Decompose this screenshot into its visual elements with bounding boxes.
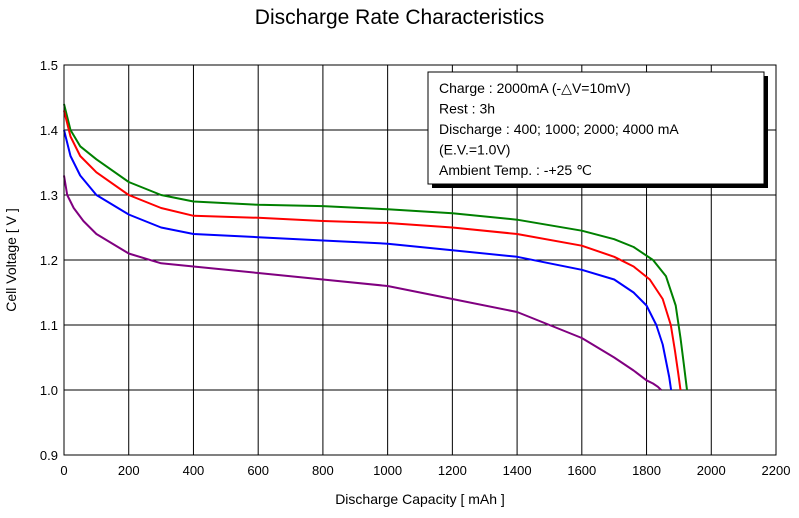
legend-box: Charge : 2000mA (-△V=10mV) Rest : 3h Disch…	[427, 71, 768, 188]
x-tick-label: 1000	[373, 463, 402, 478]
plot-border	[63, 64, 777, 456]
y-tick-label: 0.9	[40, 448, 58, 463]
x-tick-label: 2000	[697, 463, 726, 478]
y-tick-label: 1.5	[40, 58, 58, 73]
series-layer	[63, 103, 688, 391]
x-tick-label: 1600	[567, 463, 596, 478]
y-tick-label: 1.4	[40, 123, 58, 138]
x-tick-label: 600	[247, 463, 269, 478]
x-tick-label: 0	[60, 463, 67, 478]
series-line-2	[63, 110, 682, 391]
y-tick-label: 1.2	[40, 253, 58, 268]
x-tick-label: 2200	[762, 463, 791, 478]
y-tick-label: 1.1	[40, 318, 58, 333]
legend-rect	[427, 71, 765, 185]
x-tick-label: 1800	[632, 463, 661, 478]
y-axis-label: Cell Voltage [ V ]	[3, 208, 19, 312]
x-axis-label: Discharge Capacity [ mAh ]	[335, 491, 505, 507]
legend-line: Ambient Temp. : -+25 ℃	[439, 162, 592, 178]
legend-line: Rest : 3h	[439, 101, 495, 117]
series-line-1	[63, 103, 688, 391]
legend-lines: Charge : 2000mA (-△V=10mV) Rest : 3h Disch…	[439, 80, 679, 178]
x-tick-label: 800	[312, 463, 334, 478]
series-line-3	[63, 129, 673, 391]
chart-title: Discharge Rate Characteristics	[254, 6, 545, 29]
x-tick-label: 200	[118, 463, 140, 478]
y-tick-labels: 0.9 1.0 1.1 1.2 1.3 1.4 1.5	[40, 58, 58, 463]
x-tick-label: 1200	[438, 463, 467, 478]
legend-line: (E.V.=1.0V)	[439, 142, 510, 158]
y-tick-label: 1.0	[40, 383, 58, 398]
y-tick-label: 1.3	[40, 188, 58, 203]
series-line-4	[63, 175, 662, 391]
x-tick-label: 400	[183, 463, 205, 478]
legend-line: Charge : 2000mA (-△V=10mV)	[439, 80, 631, 96]
x-tick-labels: 0 200 400 600 800 1000 1200 1400 1600 1800 2000 220…	[60, 463, 790, 478]
x-tick-label: 1400	[503, 463, 532, 478]
legend-line: Discharge : 400; 1000; 2000; 4000 mA	[439, 121, 679, 137]
